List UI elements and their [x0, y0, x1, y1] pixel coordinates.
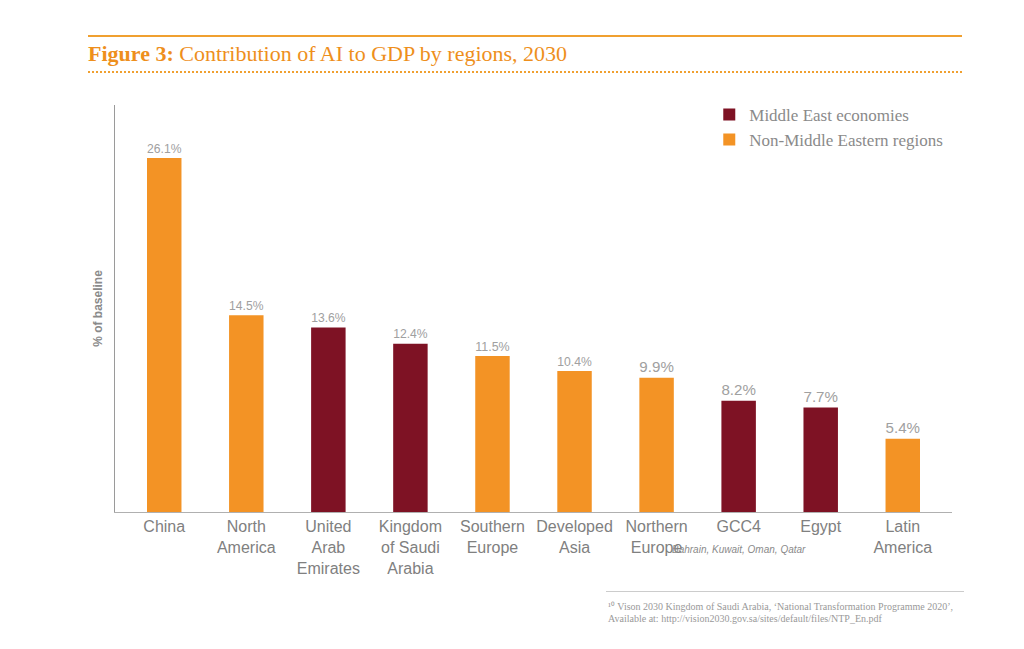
- html-text:¹⁰ Vison 2030 Kingdom of Saudi: ¹⁰ Vison 2030 Kingdom of Saudi Arabia, ‘…: [608, 601, 954, 624]
- svg-text:GCC4: GCC4: [716, 518, 761, 535]
- svg-text:14.5%: 14.5%: [229, 299, 264, 313]
- svg-text:NorthernEurope: NorthernEurope: [625, 518, 687, 556]
- svg-text:7.7%: 7.7%: [803, 388, 837, 405]
- svg-text:UnitedArabEmirates: UnitedArabEmirates: [297, 518, 360, 577]
- svg-text:% of baseline: % of baseline: [91, 270, 105, 347]
- svg-text:Kingdomof SaudiArabia: Kingdomof SaudiArabia: [379, 518, 442, 577]
- svg-text:5.4%: 5.4%: [886, 419, 920, 436]
- svg-text:China: China: [143, 518, 185, 535]
- svg-text:Middle East economies: Middle East economies: [749, 106, 909, 125]
- svg-text:12.4%: 12.4%: [393, 327, 428, 341]
- svg-text:Figure 3: Contribution of AI t: Figure 3: Contribution of AI to GDP by r…: [88, 41, 567, 66]
- svg-text:LatinAmerica: LatinAmerica: [873, 518, 932, 556]
- svg-text:SouthernEurope: SouthernEurope: [460, 518, 525, 556]
- svg-text:Non-Middle Eastern regions: Non-Middle Eastern regions: [749, 131, 943, 150]
- svg-text:Bahrain, Kuwait, Oman, Qatar: Bahrain, Kuwait, Oman, Qatar: [672, 544, 806, 555]
- svg-text:10.4%: 10.4%: [557, 355, 592, 369]
- svg-text:11.5%: 11.5%: [475, 340, 509, 354]
- svg-text:Egypt: Egypt: [800, 518, 841, 535]
- svg-text:9.9%: 9.9%: [639, 358, 673, 375]
- svg-text:DevelopedAsia: DevelopedAsia: [536, 518, 613, 556]
- svg-text:NorthAmerica: NorthAmerica: [217, 518, 276, 556]
- svg-text:26.1%: 26.1%: [147, 142, 182, 156]
- svg-text:8.2%: 8.2%: [721, 381, 755, 398]
- svg-text:13.6%: 13.6%: [311, 311, 346, 325]
